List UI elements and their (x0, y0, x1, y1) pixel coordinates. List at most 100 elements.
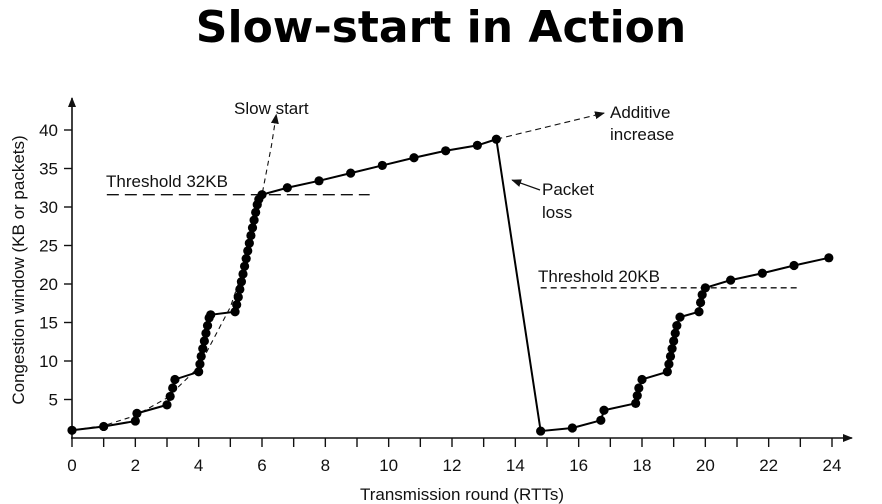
data-point (247, 223, 258, 233)
x-tick-label: 8 (321, 456, 330, 475)
data-point (241, 253, 251, 264)
y-tick-label: 35 (39, 160, 58, 179)
annotation-layer: Threshold 32KB Threshold 20KB Slow start Ad… (106, 99, 674, 286)
data-point (631, 398, 641, 408)
x-tick-label: 2 (131, 456, 140, 475)
data-point (695, 297, 706, 308)
x-tick-label: 10 (379, 456, 398, 475)
y-tick-label: 20 (39, 275, 58, 294)
x-axis-title: Transmission round (RTTs) (360, 485, 564, 504)
y-tick-label: 10 (39, 352, 58, 371)
data-point (130, 416, 140, 426)
data-point (165, 391, 175, 402)
data-point (243, 246, 253, 256)
data-point (789, 260, 799, 271)
y-tick-label: 25 (39, 237, 58, 256)
data-point (67, 425, 77, 435)
data-point (170, 374, 180, 385)
data-point (599, 405, 609, 415)
guide-lines (71, 111, 801, 431)
x-tick-label: 20 (696, 456, 715, 475)
data-point (757, 268, 767, 278)
threshold-20kb-label: Threshold 20KB (538, 267, 660, 286)
data-point (196, 351, 206, 361)
data-point (201, 328, 211, 338)
data-point (694, 307, 704, 317)
packet-loss-pointer (511, 179, 541, 191)
data-point (697, 290, 707, 300)
data-point (669, 336, 679, 346)
additive-increase-line (496, 111, 605, 140)
data-point (377, 160, 387, 171)
data-point (194, 367, 204, 377)
data-point (632, 391, 642, 401)
data-point (238, 269, 248, 279)
data-point (441, 146, 451, 156)
data-point (251, 207, 261, 217)
slide-title: Slow-start in Action (195, 2, 687, 53)
data-point (230, 307, 240, 317)
data-point (670, 328, 680, 338)
data-point (314, 176, 324, 186)
data-point (491, 134, 501, 144)
data-point (199, 336, 209, 346)
x-tick-label: 6 (257, 456, 266, 475)
data-point (249, 215, 259, 225)
x-tick-label: 22 (759, 456, 778, 475)
data-point (99, 421, 109, 432)
y-tick-label: 30 (39, 198, 58, 217)
x-tick-label: 0 (67, 456, 76, 475)
x-tick-label: 14 (506, 456, 525, 475)
data-point (675, 312, 685, 322)
data-point (596, 415, 606, 425)
packet-loss-label-line2: loss (542, 203, 572, 222)
data-point (726, 275, 736, 285)
data-point (232, 300, 242, 310)
y-tick-label: 40 (39, 121, 58, 140)
data-point (824, 253, 834, 263)
data-point (202, 320, 213, 331)
data-point (662, 367, 672, 377)
slow-start-curve (71, 113, 279, 431)
data-point (664, 359, 674, 369)
slow-start-label: Slow start (234, 99, 309, 118)
data-point (132, 408, 142, 418)
data-point (282, 183, 292, 193)
y-axis-title: Congestion window (KB or packets) (9, 135, 28, 404)
data-point (665, 351, 676, 361)
additive-label-line1: Additive (610, 103, 670, 122)
y-tick-label: 5 (49, 391, 58, 410)
data-point (567, 423, 577, 433)
data-point (233, 292, 243, 302)
x-tick-label: 24 (823, 456, 842, 475)
data-point (206, 310, 216, 320)
data-point (235, 284, 245, 294)
x-tick-label: 12 (443, 456, 462, 475)
data-point (409, 153, 419, 163)
data-point (536, 426, 546, 436)
data-point (472, 140, 482, 150)
x-tick-label: 16 (569, 456, 588, 475)
threshold-32kb-label: Threshold 32KB (106, 172, 228, 191)
data-point (634, 383, 644, 393)
data-point (162, 400, 172, 410)
data-point (637, 374, 647, 385)
data-point (244, 238, 254, 248)
axes: 0 2 4 6 8 10 12 14 16 18 20 22 24510152025303540Tran… (9, 97, 853, 504)
packet-loss-label-line1: Packet (542, 180, 594, 199)
data-point (700, 283, 710, 293)
x-tick-label: 18 (633, 456, 652, 475)
data-point (346, 168, 356, 178)
additive-label-line2: increase (610, 125, 674, 144)
data-point (246, 230, 256, 241)
x-tick-label: 4 (194, 456, 203, 475)
data-point (195, 359, 205, 369)
data-point (236, 277, 247, 287)
data-point (257, 190, 267, 200)
data-point (672, 320, 682, 331)
data-point (667, 344, 677, 354)
y-tick-label: 15 (39, 314, 58, 333)
data-point (239, 261, 250, 271)
series-layer (67, 134, 834, 436)
